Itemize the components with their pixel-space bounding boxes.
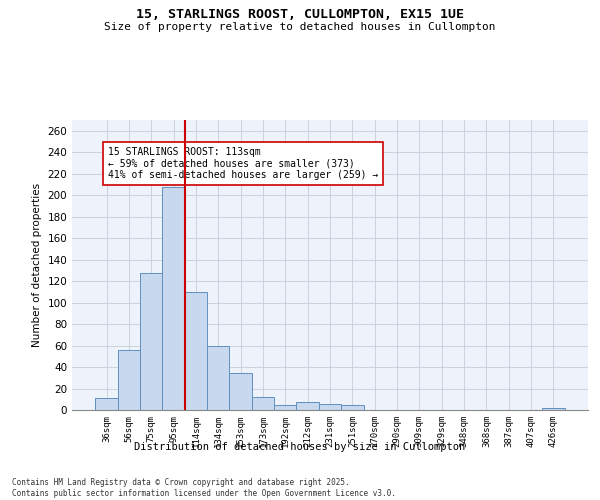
Text: 15 STARLINGS ROOST: 113sqm
← 59% of detached houses are smaller (373)
41% of sem: 15 STARLINGS ROOST: 113sqm ← 59% of deta… bbox=[108, 147, 378, 180]
Bar bbox=[163, 186, 185, 410]
Text: Distribution of detached houses by size in Cullompton: Distribution of detached houses by size … bbox=[134, 442, 466, 452]
Bar bbox=[319, 404, 341, 410]
Bar bbox=[207, 346, 229, 410]
Bar bbox=[341, 404, 364, 410]
Y-axis label: Number of detached properties: Number of detached properties bbox=[32, 183, 42, 347]
Bar bbox=[95, 398, 118, 410]
Bar bbox=[229, 374, 252, 410]
Bar bbox=[140, 272, 163, 410]
Text: Contains HM Land Registry data © Crown copyright and database right 2025.
Contai: Contains HM Land Registry data © Crown c… bbox=[12, 478, 396, 498]
Bar bbox=[118, 350, 140, 410]
Bar bbox=[274, 404, 296, 410]
Text: Size of property relative to detached houses in Cullompton: Size of property relative to detached ho… bbox=[104, 22, 496, 32]
Bar bbox=[185, 292, 207, 410]
Bar bbox=[296, 402, 319, 410]
Bar bbox=[542, 408, 565, 410]
Text: 15, STARLINGS ROOST, CULLOMPTON, EX15 1UE: 15, STARLINGS ROOST, CULLOMPTON, EX15 1U… bbox=[136, 8, 464, 20]
Bar bbox=[252, 397, 274, 410]
